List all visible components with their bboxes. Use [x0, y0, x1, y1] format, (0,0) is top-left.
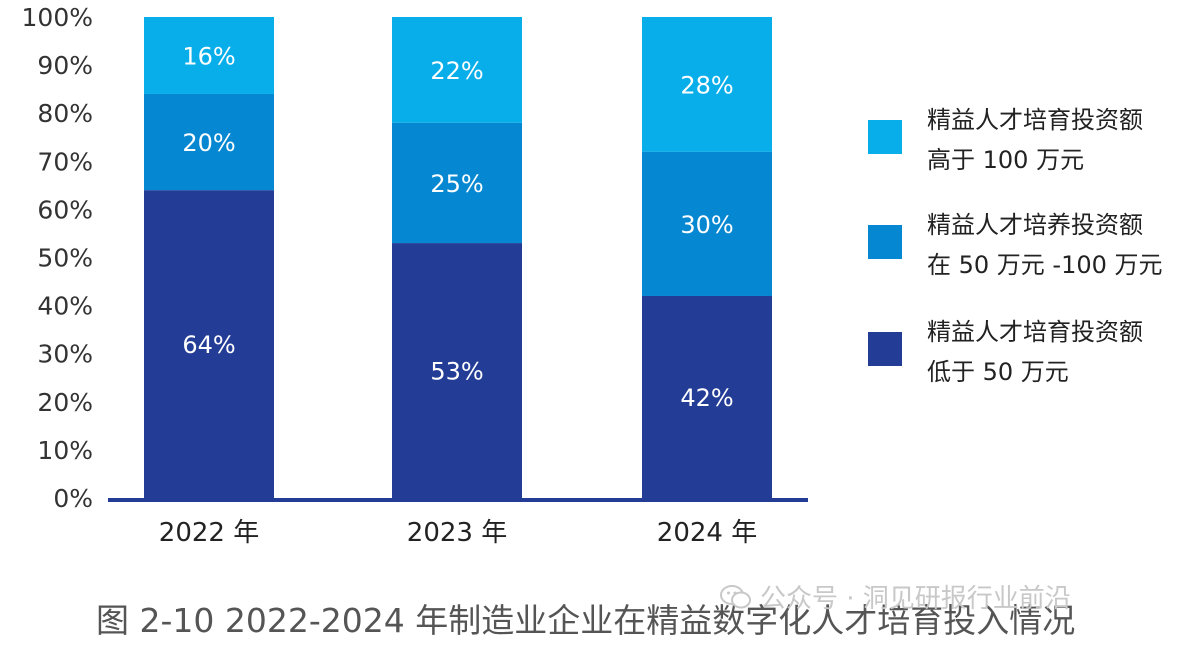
bar-segment	[144, 17, 274, 94]
data-label: 16%	[182, 42, 235, 70]
stacked-bar-chart: 0% 10% 20% 30% 40% 50% 60% 70% 80% 90% 100% 64% 20%…	[22, 3, 1163, 548]
x-category-label: 2022 年	[159, 518, 259, 548]
y-tick-label: 20%	[37, 388, 93, 417]
x-axis-categories: 2022 年 2023 年 2024 年	[159, 518, 757, 548]
legend-swatch	[868, 332, 902, 366]
legend-label: 高于 100 万元	[927, 146, 1084, 174]
data-label: 64%	[182, 331, 235, 359]
legend-swatch	[868, 120, 902, 154]
x-category-label: 2024 年	[657, 518, 757, 548]
y-tick-label: 0%	[53, 484, 93, 513]
bar-segment	[144, 190, 274, 498]
y-tick-label: 30%	[37, 340, 93, 369]
data-label: 22%	[430, 57, 483, 85]
legend-swatch	[868, 225, 902, 259]
y-tick-label: 90%	[37, 51, 93, 80]
y-tick-label: 40%	[37, 292, 93, 321]
legend-label: 精益人才培育投资额	[927, 318, 1143, 346]
data-label: 42%	[680, 384, 733, 412]
wechat-icon	[720, 584, 751, 608]
legend-label: 精益人才培育投资额	[927, 106, 1143, 134]
y-axis-ticks: 0% 10% 20% 30% 40% 50% 60% 70% 80% 90% 100%	[22, 3, 93, 513]
legend-label: 精益人才培养投资额	[927, 211, 1143, 239]
bar-segment	[392, 122, 522, 244]
y-tick-label: 100%	[22, 3, 93, 32]
y-tick-label: 70%	[37, 147, 93, 176]
y-tick-label: 50%	[37, 244, 93, 273]
bar-segment	[642, 295, 772, 498]
data-label: 30%	[680, 211, 733, 239]
bar-segment	[392, 17, 522, 123]
data-label: 25%	[430, 170, 483, 198]
bars: 64% 20% 16% 53% 25% 22% 42% 30% 28%	[144, 17, 772, 498]
y-tick-label: 60%	[37, 195, 93, 224]
bar-segment	[642, 151, 772, 296]
watermark: 公众号 · 洞见研报行业前沿	[720, 578, 1071, 615]
bar-segment	[642, 17, 772, 152]
bar-segment	[144, 93, 274, 191]
data-label: 53%	[430, 358, 483, 386]
data-label: 20%	[182, 129, 235, 157]
y-tick-label: 10%	[37, 436, 93, 465]
bar-segment	[392, 243, 522, 498]
y-tick-label: 80%	[37, 99, 93, 128]
x-category-label: 2023 年	[407, 518, 507, 548]
legend-label: 在 50 万元 -100 万元	[927, 251, 1163, 279]
legend-label: 低于 50 万元	[927, 358, 1069, 386]
watermark-text: 公众号 · 洞见研报行业前沿	[760, 584, 1071, 614]
data-label: 28%	[680, 71, 733, 99]
figure-caption: 图 2-10 2022-2024 年制造业企业在精益数字化人才培育投入情况	[96, 601, 1076, 640]
